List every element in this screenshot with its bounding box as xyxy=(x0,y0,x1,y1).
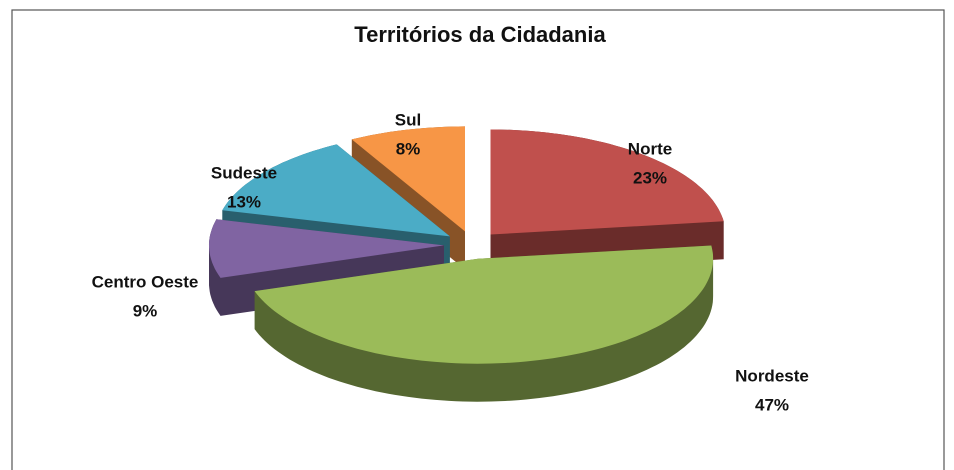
slice xyxy=(351,126,465,232)
slice xyxy=(254,245,714,364)
slice xyxy=(222,144,450,237)
slice-value-label: 13% xyxy=(227,192,261,211)
slice-value-label: 8% xyxy=(396,139,421,158)
slice-label: Sudeste xyxy=(211,163,277,182)
slice-value-label: 23% xyxy=(633,168,667,187)
chart-title: Territórios da Cidadania xyxy=(354,22,606,47)
slice-label: Nordeste xyxy=(735,366,809,385)
slice-value-label: 9% xyxy=(133,301,158,320)
slice xyxy=(209,219,444,278)
slice-label: Sul xyxy=(395,110,421,129)
slice-label: Norte xyxy=(628,139,672,158)
slice-label: Centro Oeste xyxy=(92,272,199,291)
slice-value-label: 47% xyxy=(755,395,789,414)
slice xyxy=(490,129,724,235)
